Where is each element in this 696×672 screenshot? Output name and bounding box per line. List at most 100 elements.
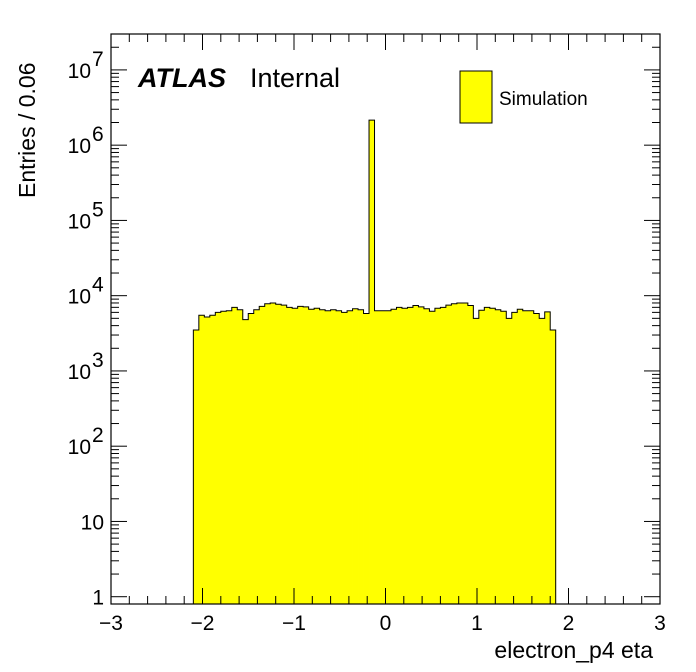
y-tick-label: 10: [81, 511, 104, 534]
histogram-bar: [319, 309, 326, 604]
histogram-bar: [489, 308, 496, 604]
y-tick-label-exponent: 3: [92, 349, 104, 372]
histogram-bar: [511, 312, 518, 604]
histogram-bar: [330, 309, 337, 604]
histogram-bar: [347, 310, 353, 604]
histogram-bar: [434, 308, 441, 604]
histogram-bar: [440, 307, 447, 604]
histogram-bar: [193, 329, 200, 604]
y-axis-title: Entries / 0.06: [14, 62, 40, 198]
histogram-bar: [385, 310, 392, 604]
internal-label: Internal: [250, 63, 340, 93]
histogram-bar: [352, 308, 359, 604]
x-axis-title: electron_p4 eta: [494, 637, 653, 663]
histogram-bar: [308, 309, 315, 604]
histogram-bar: [506, 318, 513, 604]
histogram-bar: [484, 307, 491, 604]
x-tick-label: −3: [99, 612, 123, 635]
histogram-bar: [401, 308, 408, 604]
histogram-bar: [517, 309, 524, 604]
y-tick-label: 10: [68, 60, 91, 83]
histogram-bar: [363, 313, 370, 604]
legend-label: Simulation: [499, 89, 588, 110]
histogram-bar: [473, 318, 480, 604]
histogram-bar: [456, 302, 463, 604]
plot-frame: [110, 33, 661, 605]
y-tick-label-exponent: 7: [92, 48, 104, 71]
histogram-bar: [198, 315, 205, 604]
histogram-bar: [253, 309, 260, 604]
histogram-bar: [237, 309, 244, 604]
histogram-bar: [204, 317, 211, 604]
histogram-bar: [292, 308, 299, 604]
histogram-bar: [336, 310, 342, 604]
histogram-bar: [270, 302, 277, 604]
histogram-bar: [358, 309, 364, 604]
histogram-bar: [275, 304, 282, 604]
legend: Simulation: [459, 70, 588, 124]
histogram-bar: [396, 307, 403, 604]
histogram-bar: [467, 305, 474, 604]
histogram-bar: [369, 120, 375, 604]
histogram-bar: [215, 312, 222, 604]
y-tick-label-exponent: 4: [92, 274, 104, 297]
y-tick-label: 10: [68, 210, 91, 233]
histogram-bar: [264, 303, 271, 604]
x-tick-label: 3: [654, 612, 666, 635]
histogram-bar: [259, 306, 266, 604]
x-tick-label: 2: [563, 612, 575, 635]
histogram-bars: [192, 119, 557, 604]
x-tick-labels: −3 −2 −1 0 1 2 3: [99, 612, 666, 635]
legend-swatch: [459, 70, 493, 124]
histogram-bar: [495, 309, 502, 604]
histogram-bar: [451, 303, 458, 604]
histogram-bar: [341, 312, 348, 604]
histogram-bar: [314, 308, 321, 604]
histogram-bar: [522, 310, 529, 604]
histogram-bar: [226, 310, 233, 604]
x-tick-label: −2: [191, 612, 215, 635]
histogram-bar: [478, 310, 485, 604]
histogram-bar: [231, 307, 238, 604]
histogram-bar: [445, 305, 452, 604]
x-tick-label: 0: [380, 612, 392, 635]
y-tick-label-exponent: 6: [92, 123, 104, 146]
histogram-bar: [281, 305, 288, 604]
histogram-bar: [242, 319, 249, 604]
y-tick-label-exponent: 2: [92, 424, 104, 447]
x-tick-label: 1: [471, 612, 483, 635]
histogram-bar: [423, 308, 430, 604]
y-tick-label: 10: [68, 135, 91, 158]
histogram-bar: [407, 307, 414, 604]
histogram-bar: [374, 310, 381, 604]
histogram-bar: [528, 310, 535, 604]
histogram-bar: [539, 318, 546, 604]
atlas-label: ATLAS: [137, 63, 226, 93]
histogram-bar: [297, 306, 304, 604]
histogram-bar: [500, 311, 507, 604]
histogram-bar: [209, 315, 216, 604]
histogram-bar: [462, 302, 469, 604]
histogram-bar: [220, 311, 227, 604]
y-tick-label: 10: [68, 436, 91, 459]
histogram-outline: [192, 119, 557, 604]
histogram-bar: [412, 305, 419, 604]
histogram-bar: [380, 310, 386, 604]
y-tick-label: 10: [68, 286, 91, 309]
histogram-bar: [325, 310, 331, 604]
histogram-bar: [544, 311, 551, 604]
histogram-bar: [533, 313, 540, 604]
histogram-bar: [390, 309, 397, 604]
histogram-bar: [418, 306, 425, 604]
y-tick-label-exponent: 5: [92, 198, 104, 221]
histogram-bar: [286, 307, 293, 604]
histogram-bar: [248, 313, 255, 604]
histogram-bar: [429, 311, 436, 604]
x-tick-label: −1: [282, 612, 306, 635]
axis-ticks: [110, 33, 661, 604]
y-tick-label: 10: [68, 361, 91, 384]
histogram-bar: [303, 306, 310, 604]
histogram-bar: [550, 329, 557, 604]
